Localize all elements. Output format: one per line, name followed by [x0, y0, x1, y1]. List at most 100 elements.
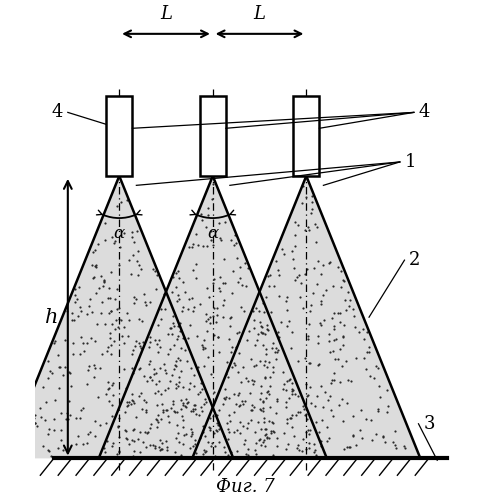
Point — [190, 371, 197, 379]
Point — [135, 392, 142, 400]
Point — [317, 297, 325, 305]
Point — [214, 332, 221, 340]
Point — [84, 430, 92, 438]
Point — [169, 312, 177, 320]
Point — [157, 390, 165, 398]
Point — [312, 418, 320, 426]
Point — [83, 339, 91, 347]
Point — [261, 356, 269, 364]
Point — [135, 247, 142, 255]
Point — [227, 348, 235, 356]
Point — [369, 436, 377, 444]
Point — [340, 276, 348, 284]
Point — [113, 285, 121, 293]
Point — [100, 276, 108, 283]
Point — [326, 258, 333, 266]
Point — [336, 345, 344, 353]
Point — [171, 448, 179, 456]
Point — [401, 442, 409, 450]
Point — [248, 376, 256, 384]
Point — [137, 344, 145, 351]
Point — [244, 264, 252, 272]
Point — [85, 302, 93, 310]
Point — [108, 342, 115, 349]
Point — [213, 304, 221, 312]
Point — [335, 401, 343, 409]
Point — [157, 315, 164, 323]
Point — [146, 374, 154, 382]
Point — [50, 426, 58, 434]
Point — [337, 282, 345, 290]
Point — [91, 246, 99, 254]
Point — [153, 340, 161, 347]
Point — [213, 318, 220, 326]
Point — [230, 428, 238, 436]
Point — [30, 414, 38, 422]
Point — [266, 434, 273, 442]
Point — [142, 301, 150, 309]
Point — [159, 408, 166, 416]
Point — [109, 412, 116, 420]
Point — [267, 427, 275, 435]
Point — [271, 348, 279, 356]
Point — [174, 332, 182, 340]
Point — [187, 407, 195, 415]
Point — [130, 447, 137, 455]
Point — [183, 399, 191, 407]
Bar — [200, 96, 226, 176]
Point — [109, 320, 116, 328]
Point — [272, 258, 279, 266]
Point — [144, 428, 152, 436]
Point — [226, 322, 234, 330]
Point — [222, 358, 230, 366]
Text: 3: 3 — [423, 415, 435, 433]
Text: 2: 2 — [409, 251, 420, 269]
Point — [309, 454, 317, 462]
Point — [123, 402, 131, 409]
Text: 1: 1 — [405, 153, 416, 171]
Point — [241, 398, 249, 406]
Point — [224, 372, 232, 380]
Point — [246, 390, 254, 398]
Point — [70, 316, 78, 324]
Point — [190, 400, 197, 408]
Point — [259, 342, 267, 349]
Point — [204, 204, 212, 212]
Point — [206, 424, 214, 432]
Point — [248, 402, 256, 409]
Point — [375, 404, 382, 412]
Point — [236, 274, 244, 282]
Point — [109, 390, 117, 398]
Point — [62, 415, 70, 423]
Point — [193, 332, 201, 340]
Point — [235, 349, 243, 357]
Point — [239, 400, 246, 408]
Point — [91, 418, 99, 426]
Point — [270, 368, 277, 376]
Point — [181, 346, 189, 354]
Point — [264, 326, 272, 334]
Point — [262, 350, 270, 358]
Point — [314, 362, 322, 370]
Point — [236, 428, 244, 436]
Point — [91, 262, 99, 270]
Point — [177, 344, 185, 352]
Point — [233, 329, 241, 337]
Point — [104, 294, 112, 302]
Point — [67, 382, 75, 390]
Point — [392, 444, 400, 452]
Point — [359, 325, 367, 333]
Point — [174, 268, 182, 276]
Point — [202, 317, 210, 325]
Point — [205, 293, 213, 301]
Point — [100, 444, 108, 452]
Point — [196, 210, 204, 218]
Point — [241, 307, 248, 315]
Point — [123, 436, 131, 444]
Point — [299, 434, 307, 442]
Point — [261, 373, 269, 381]
Point — [136, 364, 144, 372]
Point — [116, 242, 124, 250]
Point — [149, 440, 157, 448]
Point — [347, 443, 355, 451]
